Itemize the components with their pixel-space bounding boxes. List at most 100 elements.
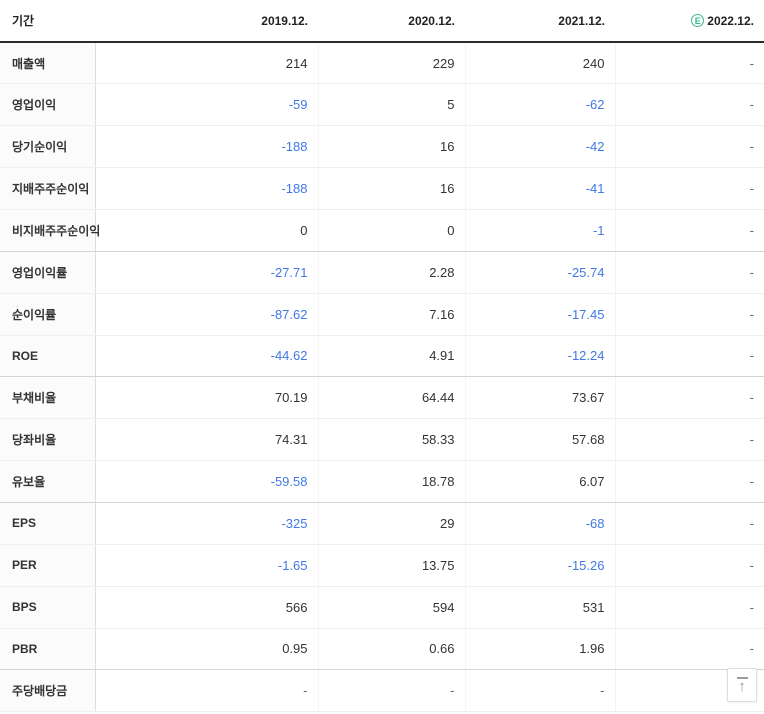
cell-value: -: [614, 251, 764, 294]
cell-value: -1.65: [95, 544, 318, 587]
cell-value: 531: [464, 586, 615, 629]
row-label: 영업이익률: [0, 251, 96, 294]
cell-value: -27.71: [95, 251, 318, 294]
cell-value: -59.58: [95, 460, 318, 503]
cell-value: -62: [464, 83, 615, 127]
cell-value: 0.66: [317, 628, 465, 671]
cell-value: -12.24: [464, 335, 615, 378]
table-row: ROE -44.62 4.91 -12.24 -: [0, 335, 764, 378]
table-row: 비지배주주순이익 0 0 -1 -: [0, 209, 764, 252]
cell-value: 58.33: [317, 418, 465, 462]
column-header-2021: 2021.12.: [465, 0, 615, 43]
cell-value: -: [614, 502, 764, 545]
table-row: 지배주주순이익 -188 16 -41 -: [0, 167, 764, 210]
row-label: EPS: [0, 502, 96, 545]
cell-value: 73.67: [464, 376, 615, 420]
cell-value: 7.16: [317, 293, 465, 336]
cell-value: -: [614, 167, 764, 210]
table-row: BPS 566 594 531 -: [0, 586, 764, 629]
table-row: 주당배당금 - - - -: [0, 669, 764, 713]
row-label: 당기순이익: [0, 125, 96, 169]
cell-value: 16: [317, 167, 465, 210]
cell-value: -: [614, 293, 764, 336]
cell-value: -68: [464, 502, 615, 545]
cell-value: 5: [317, 83, 465, 127]
row-label: ROE: [0, 335, 96, 378]
table-row: PBR 0.95 0.66 1.96 -: [0, 628, 764, 671]
column-header-2022-estimate: E 2022.12.: [615, 0, 764, 43]
cell-value: 70.19: [95, 376, 318, 420]
row-label: 부채비율: [0, 376, 96, 420]
row-label: 비지배주주순이익: [0, 209, 100, 252]
estimate-badge-icon: E: [691, 13, 705, 27]
column-header-2020: 2020.12.: [318, 0, 465, 43]
cell-value: -42: [464, 125, 615, 169]
row-label: PBR: [0, 628, 96, 671]
cell-value: 566: [95, 586, 318, 629]
cell-value: -: [614, 544, 764, 587]
table-row: 순이익률 -87.62 7.16 -17.45 -: [0, 293, 764, 336]
row-label: 유보율: [0, 460, 96, 503]
cell-value: -59: [95, 83, 318, 127]
cell-value: -: [317, 669, 465, 713]
table-row: 유보율 -59.58 18.78 6.07 -: [0, 460, 764, 503]
table-row: 매출액 214 229 240 -: [0, 42, 764, 85]
column-header-2019: 2019.12.: [95, 0, 318, 43]
cell-value: 4.91: [317, 335, 465, 378]
row-label: 영업이익: [0, 83, 96, 127]
row-label: PER: [0, 544, 96, 587]
row-label: 주당배당금: [0, 669, 96, 713]
table-row: 당좌비율 74.31 58.33 57.68 -: [0, 418, 764, 462]
cell-value: 6.07: [464, 460, 615, 503]
cell-value: -87.62: [95, 293, 318, 336]
cell-value: -17.45: [464, 293, 615, 336]
cell-value: 64.44: [317, 376, 465, 420]
cell-value: 18.78: [317, 460, 465, 503]
cell-value: -15.26: [464, 544, 615, 587]
cell-value: -: [614, 83, 764, 127]
cell-value: -1: [464, 209, 615, 252]
cell-value: 74.31: [95, 418, 318, 462]
column-header-2022-label: 2022.12.: [707, 13, 754, 28]
cell-value: 0.95: [95, 628, 318, 671]
cell-value: -: [614, 42, 764, 85]
cell-value: -: [614, 460, 764, 503]
table-row: EPS -325 29 -68 -: [0, 502, 764, 545]
header-row: 기간 2019.12. 2020.12. 2021.12. E 2022.12.: [0, 0, 764, 43]
cell-value: 0: [317, 209, 465, 252]
table-row: PER -1.65 13.75 -15.26 -: [0, 544, 764, 587]
table-row: 당기순이익 -188 16 -42 -: [0, 125, 764, 169]
row-label: 당좌비율: [0, 418, 96, 462]
cell-value: -: [614, 335, 764, 378]
cell-value: -188: [95, 125, 318, 169]
cell-value: 16: [317, 125, 465, 169]
cell-value: 240: [464, 42, 615, 85]
row-label: BPS: [0, 586, 96, 629]
cell-value: 0: [95, 209, 318, 252]
row-label: 순이익률: [0, 293, 96, 336]
cell-value: 594: [317, 586, 465, 629]
cell-value: -188: [95, 167, 318, 210]
scroll-to-top-bar: [736, 676, 748, 679]
cell-value: 57.68: [464, 418, 615, 462]
table-row: 부채비율 70.19 64.44 73.67 -: [0, 376, 764, 420]
cell-value: -: [614, 628, 764, 671]
cell-value: -: [95, 669, 318, 713]
period-header: 기간: [0, 0, 95, 43]
cell-value: 29: [317, 502, 465, 545]
table-body: 매출액 214 229 240 - 영업이익 -59 5 -62 - 당기순이익…: [0, 42, 764, 713]
row-label: 매출액: [0, 42, 96, 85]
cell-value: -: [614, 209, 764, 252]
cell-value: 2.28: [317, 251, 465, 294]
cell-value: 13.75: [317, 544, 465, 587]
cell-value: 214: [95, 42, 318, 85]
row-label: 지배주주순이익: [0, 167, 96, 210]
scroll-to-top-button[interactable]: ↑: [727, 668, 757, 702]
cell-value: 1.96: [464, 628, 615, 671]
cell-value: -325: [95, 502, 318, 545]
cell-value: -: [614, 125, 764, 169]
table-row: 영업이익 -59 5 -62 -: [0, 83, 764, 127]
table-row: 영업이익률 -27.71 2.28 -25.74 -: [0, 251, 764, 294]
